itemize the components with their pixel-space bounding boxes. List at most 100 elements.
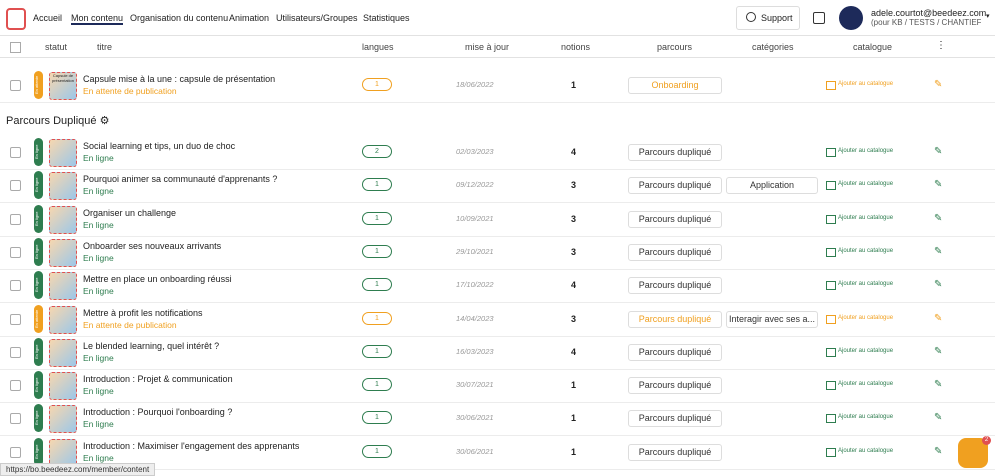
catalogue-link[interactable]: Ajouter au catalogue [838,314,894,321]
catalogue-link[interactable]: Ajouter au catalogue [838,181,894,188]
edit-icon[interactable]: ✎ [934,245,943,257]
column-menu[interactable]: ⋮ [936,40,946,51]
row-date: 09/12/2022 [456,180,494,190]
settings-icon[interactable]: ⚙ [99,115,110,127]
parcours-pill[interactable]: Parcours dupliqué [628,343,722,361]
content-row: En ligne Introduction : Pourquoi l'onboar… [0,402,995,437]
row-checkbox[interactable] [10,246,21,258]
row-title[interactable]: Mettre en place un onboarding réussi [83,274,232,285]
nav-item[interactable]: Statistiques [363,13,410,23]
catalogue-link[interactable]: Ajouter au catalogue [838,81,894,87]
row-checkbox[interactable] [10,380,21,392]
catalogue-link[interactable]: Ajouter au catalogue [838,381,894,388]
row-checkbox[interactable] [10,280,21,292]
column-header[interactable]: parcours [657,42,693,52]
share-icon[interactable] [813,12,825,24]
nav-item[interactable]: Animation [229,13,270,23]
row-title[interactable]: Le blended learning, quel intérêt ? [83,340,220,351]
row-title[interactable]: Onboarder ses nouveaux arrivants [83,240,222,251]
edit-icon[interactable]: ✎ [934,279,943,291]
row-checkbox[interactable] [10,80,21,91]
logo[interactable] [6,8,26,30]
catalogue-link[interactable]: Ajouter au catalogue [838,347,894,354]
parcours-pill[interactable]: Onboarding [628,77,722,94]
row-date: 17/10/2022 [456,280,494,290]
catalogue-icon [826,447,836,457]
nav-item[interactable]: Mon contenu [71,13,124,25]
row-title[interactable]: Pourquoi animer sa communauté d'apprenan… [83,174,278,185]
row-status: En ligne [83,352,114,363]
column-header[interactable]: langues [362,42,394,52]
row-title[interactable]: Introduction : Projet & communication [83,374,233,385]
column-header[interactable]: mise à jour [465,42,510,52]
row-checkbox[interactable] [10,147,21,158]
column-header[interactable]: catalogue [853,42,893,52]
parcours-pill[interactable]: Parcours dupliqué [628,310,722,328]
support-link[interactable]: Support [761,13,793,23]
catalogue-link[interactable]: Ajouter au catalogue [838,247,894,254]
avatar[interactable] [839,6,863,30]
edit-icon[interactable]: ✎ [934,179,943,191]
thumbnail [49,438,77,467]
column-header[interactable]: notions [561,42,591,52]
select-all[interactable] [10,42,21,53]
catalogue-icon [826,414,836,424]
row-title[interactable]: Capsule mise à la une : capsule de prése… [83,74,276,84]
parcours-pill[interactable]: Parcours dupliqué [628,177,722,195]
parcours-pill[interactable]: Parcours dupliqué [628,243,722,261]
catalogue-link[interactable]: Ajouter au catalogue [838,148,894,154]
row-title[interactable]: Introduction : Pourquoi l'onboarding ? [83,407,233,418]
row-checkbox[interactable] [10,313,21,325]
row-title[interactable]: Social learning et tips, un duo de choc [83,141,236,151]
row-checkbox[interactable] [10,180,21,192]
nav-item[interactable]: Accueil [33,13,63,23]
edit-icon[interactable]: ✎ [934,445,943,457]
lang-badge: 2 [362,145,392,158]
content-row: En attente Capsule de présentation Capsule… [0,69,995,103]
column-header[interactable]: statut [45,42,68,52]
row-title[interactable]: Mettre à profit les notifications [83,307,203,318]
parcours-pill[interactable]: Parcours dupliqué [628,210,722,228]
row-checkbox[interactable] [10,413,21,425]
row-date: 29/10/2021 [456,246,494,256]
edit-icon[interactable]: ✎ [934,312,943,324]
column-header[interactable]: catégories [752,42,794,52]
row-date: 10/09/2021 [456,213,494,223]
edit-icon[interactable]: ✎ [934,212,943,224]
row-date: 16/03/2023 [456,346,494,356]
row-status: En ligne [83,186,114,197]
support-box[interactable] [736,6,800,30]
parcours-pill[interactable]: Parcours dupliqué [628,277,722,295]
status-tag: En ligne [34,237,43,266]
edit-icon[interactable]: ✎ [934,146,943,157]
catalogue-link[interactable]: Ajouter au catalogue [838,214,894,221]
help-icon [746,12,756,22]
lang-badge: 1 [362,278,392,292]
row-checkbox[interactable] [10,346,21,358]
thumbnail [49,139,77,167]
edit-icon[interactable]: ✎ [934,379,943,391]
parcours-pill[interactable]: Parcours dupliqué [628,377,722,395]
row-notions: 1 [571,413,577,424]
parcours-pill[interactable]: Parcours dupliqué [628,443,722,461]
category-pill[interactable]: Application [726,177,818,195]
category-pill[interactable]: Interagir avec ses a... [726,310,818,328]
row-title[interactable]: Introduction : Maximiser l'engagement de… [83,440,300,451]
row-status: En ligne [83,153,114,163]
edit-icon[interactable]: ✎ [934,79,943,90]
nav-item[interactable]: Utilisateurs/Groupes [276,13,358,23]
catalogue-link[interactable]: Ajouter au catalogue [838,447,894,454]
row-checkbox[interactable] [10,213,21,225]
parcours-pill[interactable]: Parcours dupliqué [628,410,722,428]
dropdown-caret[interactable]: ▾ [986,13,990,20]
row-title[interactable]: Organiser un challenge [83,207,177,218]
nav-item[interactable]: Organisation du contenu [130,13,229,23]
catalogue-link[interactable]: Ajouter au catalogue [838,414,894,421]
thumbnail [49,305,77,334]
catalogue-link[interactable]: Ajouter au catalogue [838,281,894,288]
row-checkbox[interactable] [10,446,21,458]
edit-icon[interactable]: ✎ [934,412,943,424]
parcours-pill[interactable]: Parcours dupliqué [628,144,722,161]
edit-icon[interactable]: ✎ [934,345,943,357]
column-header[interactable]: titre [97,42,113,52]
